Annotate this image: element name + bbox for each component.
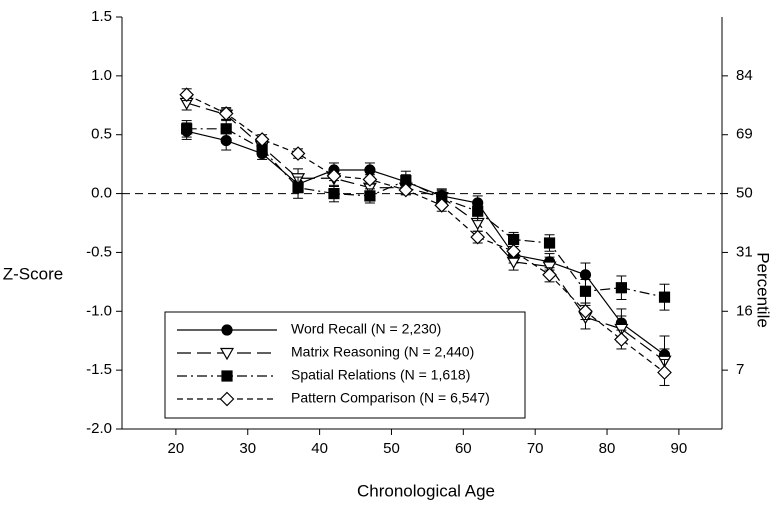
marker [218, 106, 234, 121]
marker [472, 205, 484, 217]
marker [254, 132, 270, 147]
x-tick-label: 60 [455, 440, 472, 457]
y-tick-label: 1.5 [91, 8, 112, 25]
y-tick-label: 0.0 [91, 185, 112, 202]
y-axis-label: Z-Score [3, 264, 63, 283]
legend: Word Recall (N = 2,230) Matrix Reasoning … [164, 311, 526, 419]
marker [543, 237, 556, 249]
series-line [186, 94, 665, 373]
y-tick-label: 1.0 [91, 67, 112, 84]
legend-label: Spatial Relations (N = 1,618) [291, 367, 470, 383]
x-tick-label: 70 [527, 440, 544, 457]
y2-tick-label: 84 [736, 67, 753, 84]
marker [579, 285, 592, 297]
series-line [186, 102, 665, 362]
marker [362, 172, 378, 187]
marker [290, 146, 306, 161]
y-tick-label: -2.0 [86, 420, 112, 437]
marker [657, 365, 672, 380]
y2-tick-label: 50 [736, 185, 753, 202]
y2-tick-label: 31 [736, 243, 753, 260]
marker [219, 347, 235, 361]
marker [292, 182, 304, 194]
y2-tick-label: 7 [736, 361, 744, 378]
marker [221, 370, 233, 382]
marker [542, 267, 557, 283]
legend-label: Matrix Reasoning (N = 2,440) [291, 344, 474, 360]
marker [508, 233, 520, 246]
series [181, 118, 671, 311]
marker [179, 87, 195, 103]
legend-label: Pattern Comparison (N = 6,547) [291, 390, 490, 406]
marker [326, 168, 342, 184]
y-tick-label: -1.0 [86, 302, 112, 319]
x-axis-label: Chronological Age [357, 481, 495, 500]
marker [615, 282, 628, 294]
x-tick-label: 50 [383, 440, 400, 457]
marker [578, 303, 593, 319]
legend-label: Word Recall (N = 2,230) [291, 321, 441, 337]
marker [658, 291, 671, 303]
marker [614, 332, 629, 347]
y2-tick-label: 69 [736, 126, 753, 143]
marker [328, 187, 340, 200]
marker [434, 197, 450, 213]
x-tick-label: 30 [239, 440, 256, 457]
marker [364, 190, 376, 202]
x-tick-label: 20 [168, 440, 185, 457]
marker [181, 123, 193, 135]
marker [506, 243, 521, 259]
y2-tick-label: 16 [736, 302, 753, 319]
series [179, 87, 672, 386]
x-tick-label: 90 [671, 440, 688, 457]
marker [219, 391, 235, 407]
marker [470, 229, 486, 245]
series-line [186, 128, 665, 298]
marker [579, 269, 592, 281]
y-tick-label: -0.5 [86, 243, 112, 260]
y2-axis-label: Percentile [754, 252, 773, 328]
marker [398, 182, 414, 198]
y-tick-label: -1.5 [86, 361, 112, 378]
x-tick-label: 40 [311, 440, 328, 457]
marker [220, 123, 232, 135]
marker [221, 324, 233, 336]
x-tick-label: 80 [599, 440, 616, 457]
y-tick-label: 0.5 [91, 126, 112, 143]
